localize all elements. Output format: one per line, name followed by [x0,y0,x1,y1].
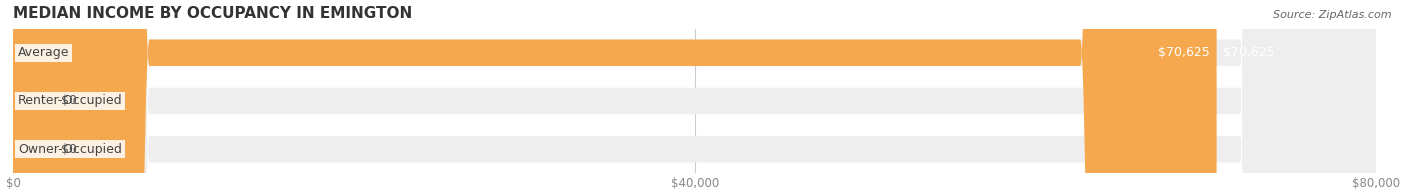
Text: $70,625: $70,625 [1223,46,1275,59]
Text: $0: $0 [60,94,77,107]
Text: Renter-Occupied: Renter-Occupied [18,94,122,107]
FancyBboxPatch shape [13,0,1376,196]
FancyBboxPatch shape [13,0,51,196]
FancyBboxPatch shape [13,0,1376,196]
FancyBboxPatch shape [13,0,1216,196]
Text: $0: $0 [60,143,77,156]
FancyBboxPatch shape [13,0,1376,196]
Text: Average: Average [18,46,70,59]
Text: $70,625: $70,625 [1159,46,1209,59]
Text: MEDIAN INCOME BY OCCUPANCY IN EMINGTON: MEDIAN INCOME BY OCCUPANCY IN EMINGTON [13,5,412,21]
FancyBboxPatch shape [13,0,51,196]
Text: Source: ZipAtlas.com: Source: ZipAtlas.com [1274,10,1392,20]
Text: Owner-Occupied: Owner-Occupied [18,143,122,156]
